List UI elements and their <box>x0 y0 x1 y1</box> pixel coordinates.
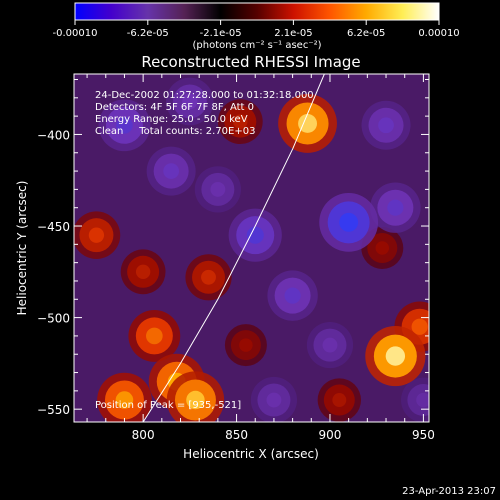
x-tick-label: 850 <box>225 428 248 442</box>
heatmap-blob-core <box>411 318 428 335</box>
heatmap-blob-core <box>115 391 134 409</box>
heatmap-blob-core <box>88 227 105 243</box>
colorbar-ticks: -0.00010 -6.2e-05 -2.1e-05 2.1e-05 6.2e-05 0.… <box>53 20 460 39</box>
chart-title: Reconstructed RHESSI Image <box>141 53 360 71</box>
heatmap-blob-core <box>375 241 390 255</box>
x-tick-label: 800 <box>132 428 155 442</box>
heatmap-blob-core <box>186 390 205 410</box>
colorbar-unit-label: (photons cm⁻² s⁻¹ asec⁻²) <box>192 40 321 51</box>
colorbar-tick-label: 2.1e-05 <box>274 28 312 39</box>
heatmap-blob-core <box>239 338 253 352</box>
heatmap-blob-core <box>322 337 338 353</box>
y-tick-label: −400 <box>37 128 70 142</box>
heatmap-blob-core <box>246 226 264 244</box>
heatmap-blob-core <box>233 114 248 129</box>
x-tick-label: 900 <box>319 428 342 442</box>
heatmap-blob-core <box>163 163 180 179</box>
solar-limb-line <box>142 74 325 422</box>
annotation-clean: Clean Total counts: 2.70E+03 <box>95 126 255 137</box>
heatmap-blob-core <box>135 264 151 280</box>
heatmap-blob-core <box>116 116 133 134</box>
heatmap-blob-core <box>146 327 163 345</box>
x-axis-label: Heliocentric X (arcsec) <box>183 447 319 461</box>
heatmap-blob-core <box>210 181 226 197</box>
heatmap-blob-core <box>298 114 318 133</box>
y-tick-label: −450 <box>37 220 70 234</box>
annotation-energy: Energy Range: 25.0 - 50.0 keV <box>95 114 248 125</box>
heatmap-blob-core <box>284 287 301 304</box>
axis-ticks: 800 850 900 950 −550 −500 −450 −400 <box>37 74 435 442</box>
y-axis-label: Heliocentric Y (arcsec) <box>15 181 29 316</box>
annotation-peak-position: Position of Peak = [935,-521] <box>95 400 241 411</box>
x-tick-label: 950 <box>412 428 435 442</box>
y-tick-label: −500 <box>37 312 70 326</box>
y-tick-label: −550 <box>37 403 70 417</box>
colorbar <box>74 2 440 21</box>
heatmap-blob-core <box>339 212 359 232</box>
colorbar-tick-label: 0.00010 <box>418 28 459 39</box>
heatmap-blob-core <box>416 392 429 408</box>
plot-frame <box>73 73 430 423</box>
colorbar-tick-label: -2.1e-05 <box>200 28 242 39</box>
heatmap <box>74 77 429 422</box>
heatmap-blob-core <box>378 117 394 134</box>
colorbar-tick-label: -0.00010 <box>53 28 98 39</box>
heatmap-blob-core <box>385 346 406 366</box>
heatmap-blob-core <box>332 393 347 407</box>
heatmap-blob-core <box>201 269 216 285</box>
heatmap-blob-core <box>387 199 404 216</box>
colorbar-tick-label: 6.2e-05 <box>347 28 385 39</box>
annotation-detectors: Detectors: 4F 5F 6F 7F 8F, Att 0 <box>95 102 254 113</box>
heatmap-blob-core <box>182 93 198 110</box>
annotation-time-range: 24-Dec-2002 01:27:28.000 to 01:32:18.000 <box>95 90 314 101</box>
colorbar-tick-label: -6.2e-05 <box>127 28 169 39</box>
heatmap-blob-core <box>266 392 282 408</box>
footer-timestamp: 23-Apr-2013 23:07 <box>402 486 496 497</box>
